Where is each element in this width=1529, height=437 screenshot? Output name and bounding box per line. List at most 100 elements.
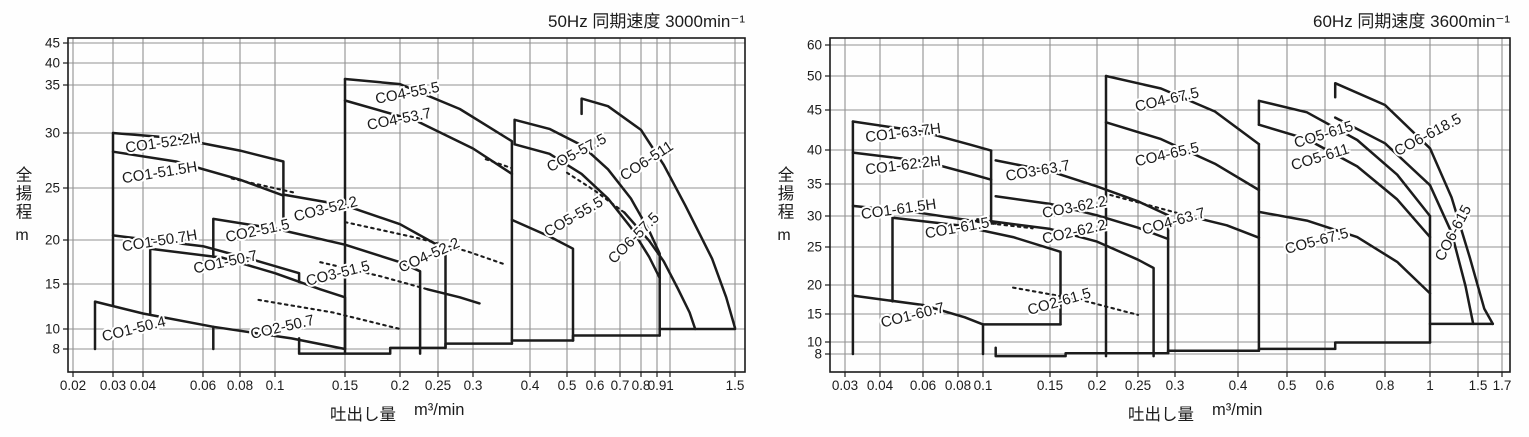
x-tick-label: 0.6 xyxy=(586,378,605,393)
curve-label-co3-63.7: CO3-63.7 xyxy=(1004,157,1071,185)
x-tick-label: 0.15 xyxy=(332,378,358,393)
x-tick-label: 0.25 xyxy=(425,378,451,393)
curve-co1-60.7 xyxy=(851,294,985,356)
x-tick-label: 0.7 xyxy=(611,378,630,393)
curve-co2-62.2 xyxy=(976,218,1155,358)
curve-co5-bottom xyxy=(571,334,661,342)
x-tick-label: 0.02 xyxy=(60,378,86,393)
plot-border xyxy=(829,37,1511,373)
chart-title-50hz: 50Hz 同期速度 3000min⁻¹ xyxy=(548,12,745,31)
curve-co6-57.5 xyxy=(623,211,697,331)
y-tick-label: 25 xyxy=(807,240,822,255)
y-tick-label: 35 xyxy=(807,177,822,192)
chart-60hz: 0.03 0.04 0.06 0.08 0.1 0.15 0.2 0.25 0.3 0.4 0.5 0… xyxy=(807,37,1512,393)
curve-label-co2-51.5: CO2-51.5 xyxy=(224,216,291,246)
curve-co6-618.5 xyxy=(1333,81,1495,326)
x-tick-label: 0.1 xyxy=(974,378,993,393)
y-tick-label: 60 xyxy=(807,38,822,53)
y-axis-label-60hz: 全揚程 m xyxy=(772,166,796,245)
x-tick-label: 0.8 xyxy=(1376,378,1395,393)
y-tick-label: 35 xyxy=(45,78,60,93)
y-axis-title: 全揚程 xyxy=(13,166,31,222)
curve-co4-67.5 xyxy=(1104,74,1261,146)
curve-co4-63.7 xyxy=(1184,214,1261,239)
curve-co6-57.5-dotted- xyxy=(565,171,626,214)
x-tick-label: 1.7 xyxy=(1493,378,1512,393)
curve-label-co3-51.5: CO3-51.5 xyxy=(304,258,371,290)
x-axis-label-50hz: 吐出し量 m³/min xyxy=(330,401,464,425)
x-tick-label: 0.4 xyxy=(1229,378,1248,393)
x-tick-label: 0.2 xyxy=(391,378,410,393)
y-axis-unit: m xyxy=(15,226,29,244)
curve-co1-63.7h xyxy=(851,120,993,152)
curve-bottom-boundary-steps xyxy=(297,337,514,355)
curve-co2-61.5-dotted- xyxy=(1012,286,1140,316)
curve-label-co5-57.5: CO5-57.5 xyxy=(544,130,609,176)
x-tick-label: 0.9 xyxy=(648,378,667,393)
x-tick-label: 0.8 xyxy=(632,378,651,393)
x-tick-label: 0.25 xyxy=(1125,378,1151,393)
y-tick-label: 20 xyxy=(45,233,60,248)
y-tick-label: 50 xyxy=(807,69,822,84)
curve-label-co6-618.5: CO6-618.5 xyxy=(1392,110,1465,159)
curve-co4-52.2-dotted- xyxy=(343,221,508,266)
y-tick-label: 30 xyxy=(45,126,60,141)
curve-co5-57.5 xyxy=(513,118,661,337)
x-tick-label: 0.04 xyxy=(130,378,157,393)
y-tick-label: 40 xyxy=(45,56,60,71)
x-tick-label: 0.08 xyxy=(227,378,253,393)
curve-co6-615 xyxy=(1333,116,1475,326)
curve-co1-50.4 xyxy=(93,300,215,351)
curve-co5-67.5 xyxy=(1257,210,1432,295)
x-tick-label: 0.04 xyxy=(867,378,894,393)
curve-co1-61.5 xyxy=(891,216,1062,326)
curve-co1-62.2h xyxy=(851,151,993,181)
x-tick-label: 0.06 xyxy=(190,378,216,393)
curve-co5-611 xyxy=(1257,123,1432,239)
curve-co4-63.7-dotted- xyxy=(1109,193,1187,217)
x-tick-label: 0.2 xyxy=(1088,378,1107,393)
curve-co1-61.5h xyxy=(851,204,997,225)
curve-co5-615 xyxy=(1257,99,1432,218)
x-tick-label: 0.3 xyxy=(464,378,483,393)
curve-co3-63.7 xyxy=(994,159,1170,217)
x-axis-unit: m³/min xyxy=(1212,401,1263,419)
x-tick-label: 0.06 xyxy=(910,378,936,393)
x-tick-label: 1.5 xyxy=(1469,378,1488,393)
chart-50hz: 0.02 0.03 0.04 0.06 0.08 0.1 0.15 0.2 0.25 0.3 0.4… xyxy=(45,36,746,393)
curve-label-co6-57.5: CO6-57.5 xyxy=(605,209,663,267)
curve-co4-65.5 xyxy=(1104,121,1261,192)
x-tick-label: 0.15 xyxy=(1037,378,1063,393)
x-tick-label: 0.08 xyxy=(945,378,971,393)
x-tick-label: 0.03 xyxy=(100,378,126,393)
x-tick-label: 0.6 xyxy=(1316,378,1335,393)
x-tick-label: 1 xyxy=(666,378,674,393)
curve-label-co1-51.5h: CO1-51.5H xyxy=(121,159,199,188)
curve-label-co4-63.7: CO4-63.7 xyxy=(1140,204,1207,238)
curve-co2-50.7-dotted- xyxy=(257,298,402,331)
x-axis-title: 吐出し量 xyxy=(1128,406,1194,424)
y-tick-label: 30 xyxy=(807,209,822,224)
curve-co3-51.5-dotted- xyxy=(319,261,429,291)
curve-label-co5-67.5: CO5-67.5 xyxy=(1283,225,1350,258)
curve-co1-52.2h xyxy=(111,131,285,231)
x-tick-label: 0.5 xyxy=(558,378,577,393)
curve-label-co1-50.4: CO1-50.4 xyxy=(100,313,167,345)
x-tick-label: 0.3 xyxy=(1166,378,1185,393)
chart-title-60hz: 60Hz 同期速度 3600min⁻¹ xyxy=(1313,12,1510,31)
curve-co4-55.5-trim-dotted- xyxy=(484,158,513,170)
x-tick-label: 1 xyxy=(1426,378,1434,393)
curve-co3-51.5 xyxy=(426,288,481,305)
y-tick-label: 45 xyxy=(807,103,822,118)
curve-co3-52.2 xyxy=(282,193,447,350)
x-tick-label: 0.03 xyxy=(832,378,858,393)
y-tick-label: 8 xyxy=(814,347,822,362)
y-tick-label: 25 xyxy=(45,181,60,196)
curve-co5-55.5 xyxy=(513,143,661,280)
y-tick-label: 40 xyxy=(807,143,822,158)
y-tick-label: 8 xyxy=(52,342,60,357)
curve-label-co6-511: CO6-511 xyxy=(617,138,676,185)
curve-co3-62.2 xyxy=(994,194,1170,241)
y-tick-label: 45 xyxy=(45,36,60,51)
